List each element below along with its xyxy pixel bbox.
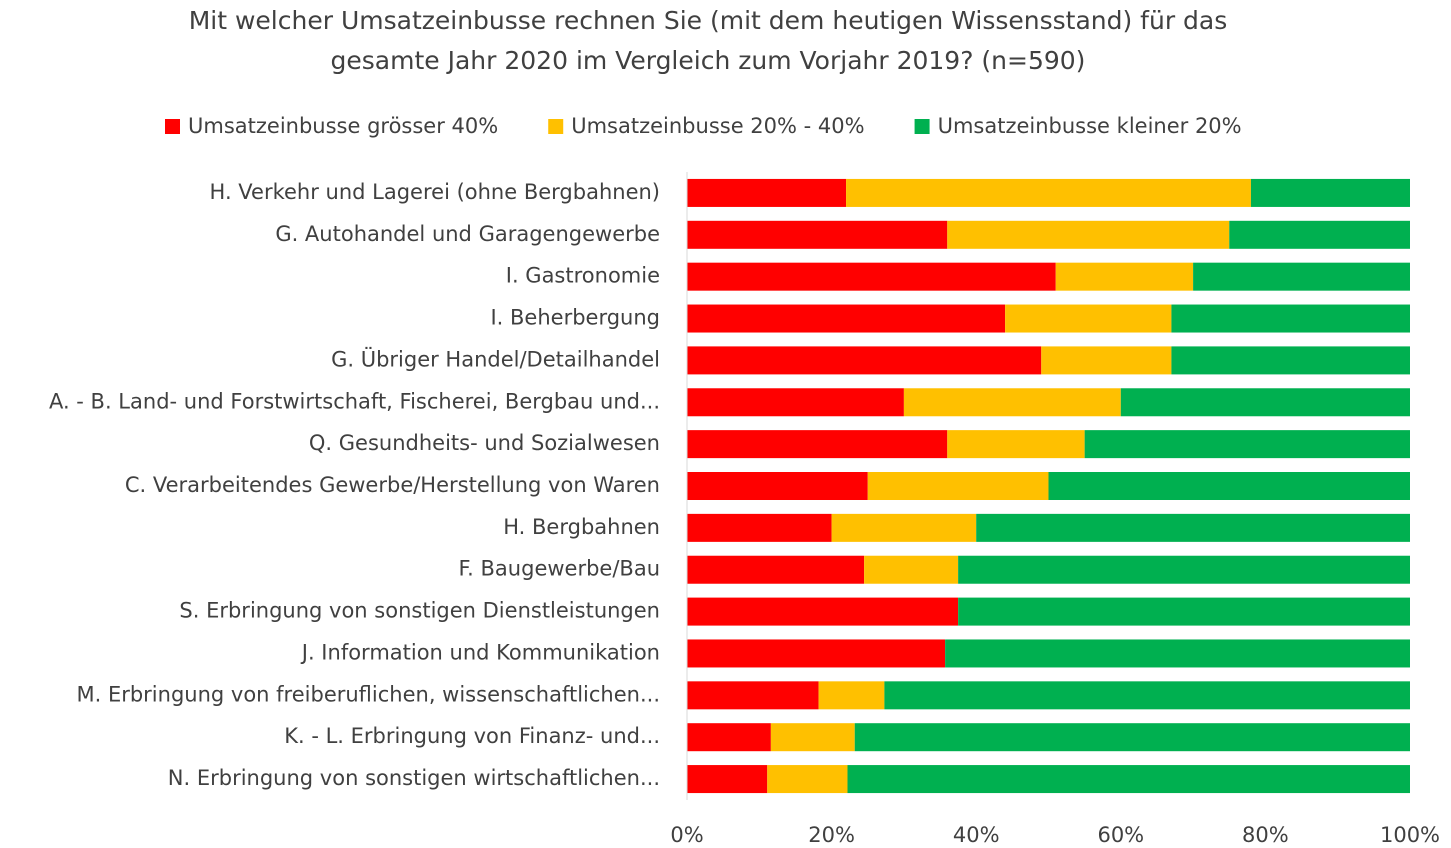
bar-segment [831,513,977,542]
bar-segment [1229,220,1410,249]
bar-segment [846,178,1251,207]
y-tick-label: N. Erbringung von sonstigen wirtschaftli… [168,766,660,790]
legend-label: Umsatzeinbusse kleiner 20% [938,114,1242,138]
y-tick-label: A. - B. Land- und Forstwirtschaft, Fisch… [49,389,660,413]
bar-segment [687,597,959,626]
y-tick-label: F. Baugewerbe/Bau [458,557,660,581]
y-tick-label: G. Übriger Handel/Detailhandel [331,346,660,371]
bar-segment [770,723,855,752]
bar-segment [1041,346,1172,375]
bar-segment [687,681,819,710]
x-tick-label: 80% [1242,823,1289,847]
bar-segment [687,639,946,668]
bar-segment [864,555,959,584]
bar-segment [1250,178,1410,207]
bar-segment [1171,304,1410,333]
bar-segment [945,639,1410,668]
bar-segment [767,765,848,794]
bar-segment [687,220,948,249]
x-tick-label: 0% [670,823,703,847]
bar-segment [687,723,771,752]
bar-segment [867,472,1049,500]
legend-swatch [165,119,180,134]
y-tick-label: S. Erbringung von sonstigen Dienstleistu… [179,599,660,623]
bar-segment [687,304,1006,333]
chart-title: Mit welcher Umsatzeinbusse rechnen Sie (… [189,6,1228,35]
bar-segment [947,220,1230,249]
chart-title: gesamte Jahr 2020 im Vergleich zum Vorja… [331,46,1086,75]
bar-segment [854,723,1410,752]
bar-segment [687,555,865,584]
y-tick-label: M. Erbringung von freiberuflichen, wisse… [76,682,660,706]
bar-segment [687,430,948,459]
bar-segment [687,513,832,542]
y-tick-label: J. Information und Kommunikation [300,640,660,664]
bar-segment [903,388,1121,417]
bar-segment [1171,346,1410,375]
bar-segment [958,555,1410,584]
bar-segment [1055,262,1194,291]
bar-segment [976,513,1410,542]
bar-segment [687,388,904,417]
bar-segment [884,681,1410,710]
y-tick-label: K. - L. Erbringung von Finanz- und... [284,724,660,748]
bar-segment [687,262,1056,291]
y-tick-label: H. Verkehr und Lagerei (ohne Bergbahnen) [210,180,660,204]
bar-segment [687,472,868,500]
legend-swatch [548,119,564,134]
y-tick-label: I. Beherbergung [490,306,660,330]
bar-segment [1084,430,1410,459]
legend-label: Umsatzeinbusse 20% - 40% [571,114,864,138]
x-tick-label: 20% [808,823,855,847]
y-tick-label: H. Bergbahnen [503,515,660,539]
y-tick-label: Q. Gesundheits- und Sozialwesen [309,431,660,455]
bar-segment [947,430,1085,459]
y-tick-label: I. Gastronomie [506,264,660,288]
bar-segment [1005,304,1172,333]
x-tick-label: 100% [1380,823,1440,847]
x-tick-label: 60% [1097,823,1144,847]
bar-segment [687,765,768,794]
x-tick-label: 40% [953,823,1000,847]
legend-label: Umsatzeinbusse grösser 40% [188,114,498,138]
bar-segment [1193,262,1410,291]
bar-segment [818,681,885,710]
legend-swatch [914,119,930,134]
bar-segment [1120,388,1410,417]
bar-segment [1048,472,1410,500]
bar-segment [847,765,1410,794]
bar-segment [687,346,1042,375]
y-tick-label: G. Autohandel und Garagengewerbe [275,222,660,246]
y-tick-label: C. Verarbeitendes Gewerbe/Herstellung vo… [125,473,660,497]
bar-segment [687,178,847,207]
bar-segment [958,597,1410,626]
